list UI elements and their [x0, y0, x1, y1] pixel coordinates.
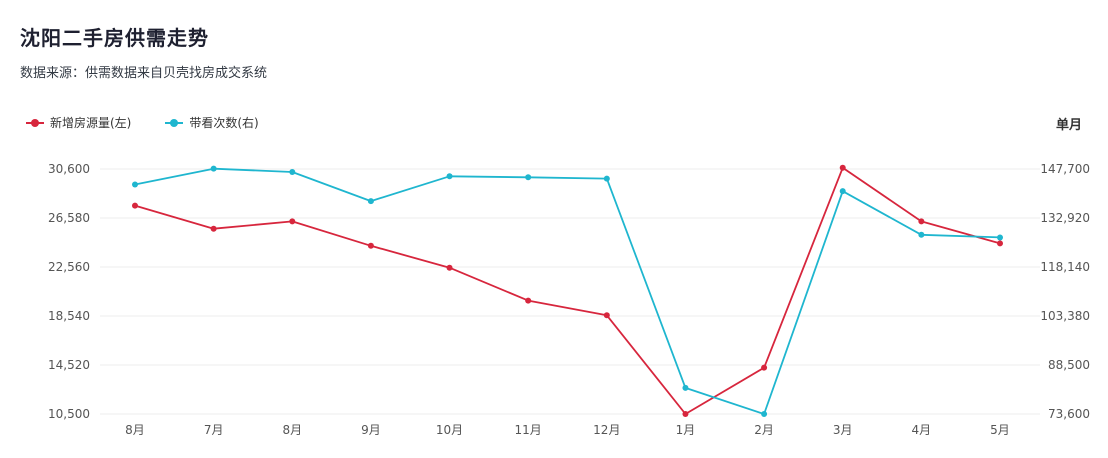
data-point-supply: [132, 202, 138, 209]
x-tick-label: 4月: [912, 423, 932, 437]
data-point-demand: [446, 173, 453, 180]
right-tick-label: 118,140: [1040, 260, 1090, 274]
data-point-supply: [446, 264, 453, 271]
right-tick-label: 88,500: [1048, 358, 1090, 372]
x-tick-label: 11月: [515, 423, 542, 437]
series-line-supply: [134, 166, 1001, 415]
x-tick-label: 5月: [990, 423, 1010, 437]
data-point-supply: [603, 312, 610, 319]
legend-label-supply: 新增房源量(左): [50, 116, 132, 130]
data-point-supply: [367, 242, 374, 249]
data-point-supply: [682, 411, 689, 417]
data-point-supply: [997, 240, 1003, 247]
data-point-demand: [918, 231, 925, 238]
left-tick-label: 30,600: [48, 162, 90, 176]
legend-swatch-demand: [165, 117, 184, 129]
data-point-supply: [839, 164, 846, 171]
x-tick-label: 8月: [125, 423, 145, 437]
legend-item-supply[interactable]: 新增房源量(左): [26, 114, 131, 131]
data-point-demand: [839, 188, 846, 195]
left-tick-label: 14,520: [48, 358, 90, 372]
chart-title: 沈阳二手房供需走势: [20, 26, 209, 50]
left-tick-label: 10,500: [48, 407, 90, 421]
right-tick-label: 73,600: [1048, 407, 1090, 421]
data-point-demand: [603, 175, 610, 182]
right-axis-label: 单月: [1055, 118, 1082, 133]
x-tick-label: 9月: [361, 423, 381, 437]
x-tick-label: 3月: [833, 423, 853, 437]
data-point-supply: [525, 297, 532, 304]
data-point-demand: [210, 165, 217, 172]
right-tick-label: 132,920: [1040, 211, 1090, 225]
x-tick-label: 2月: [754, 423, 774, 437]
legend-swatch-supply: [26, 117, 44, 129]
x-tick-label: 7月: [204, 423, 224, 437]
data-point-demand: [761, 411, 768, 417]
data-point-demand: [289, 168, 296, 175]
data-point-demand: [367, 198, 374, 205]
left-tick-label: 18,540: [48, 309, 90, 323]
left-tick-label: 26,580: [48, 211, 90, 225]
data-point-supply: [761, 364, 768, 371]
left-tick-label: 22,560: [48, 260, 90, 274]
data-point-supply: [210, 225, 217, 232]
x-tick-label: 8月: [282, 423, 302, 437]
data-point-supply: [918, 218, 925, 225]
data-point-demand: [682, 384, 689, 391]
legend-label-demand: 带看次数(右): [189, 116, 259, 130]
legend-item-demand[interactable]: 带看次数(右): [165, 114, 259, 131]
x-tick-label: 12月: [593, 423, 620, 437]
series-line-demand: [134, 167, 1001, 415]
x-tick-label: 1月: [676, 423, 696, 437]
x-tick-label: 10月: [436, 423, 463, 437]
data-point-demand: [997, 234, 1003, 241]
data-point-demand: [525, 174, 532, 181]
right-tick-label: 103,380: [1040, 309, 1090, 323]
data-point-supply: [289, 218, 296, 225]
legend: 新增房源量(左) 带看次数(右): [26, 114, 259, 131]
right-tick-label: 147,700: [1040, 162, 1090, 176]
chart-subtitle: 数据来源：供需数据来自贝壳找房成交系统: [20, 66, 268, 81]
data-point-demand: [132, 181, 138, 188]
